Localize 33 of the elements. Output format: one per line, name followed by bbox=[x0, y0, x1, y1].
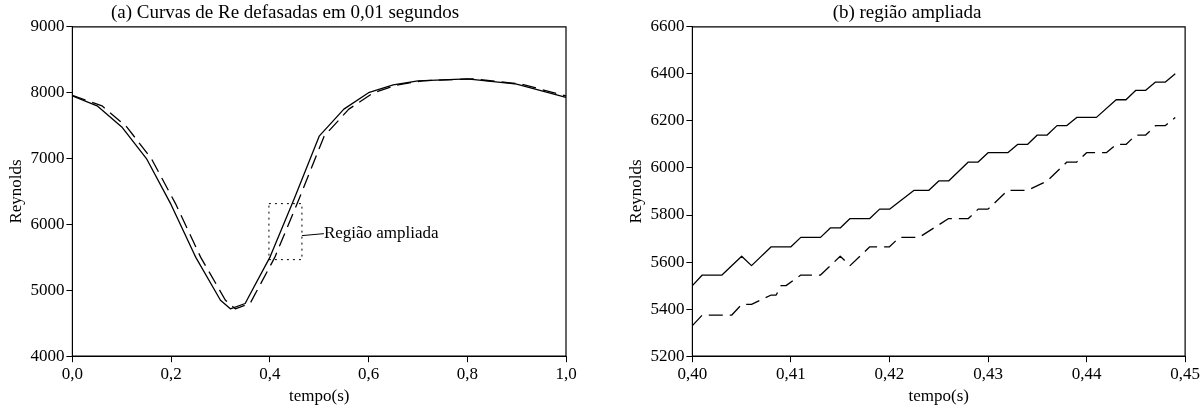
x-tick-label: 0,40 bbox=[677, 363, 708, 383]
chart-title: (a) Curvas de Re defasadas em 0,01 segundos bbox=[110, 1, 460, 24]
y-axis-title: Reynolds bbox=[5, 159, 25, 224]
chart-title: (b) região ampliada bbox=[832, 1, 982, 24]
y-tick-label: 5000 bbox=[30, 279, 65, 299]
y-tick-label: 6600 bbox=[650, 16, 685, 36]
y-tick-label: 5200 bbox=[650, 345, 685, 365]
y-tick-label: 7000 bbox=[30, 148, 65, 168]
y-axis-title: Reynolds bbox=[625, 159, 645, 224]
x-tick-label: 0,6 bbox=[357, 363, 380, 383]
y-tick-label: 9000 bbox=[30, 16, 65, 36]
x-tick-label: 0,2 bbox=[160, 363, 182, 383]
y-tick-label: 5400 bbox=[650, 298, 685, 318]
y-tick-label: 6000 bbox=[30, 213, 65, 233]
y-tick-label: 8000 bbox=[30, 82, 65, 102]
y-tick-label: 5800 bbox=[650, 204, 685, 224]
y-tick-label: 4000 bbox=[30, 345, 65, 365]
annotation: Região ampliada bbox=[323, 223, 440, 243]
x-tick-label: 0,41 bbox=[776, 363, 806, 383]
x-tick-label: 0,45 bbox=[1170, 363, 1200, 383]
x-tick-label: 0,42 bbox=[874, 363, 905, 383]
y-tick-label: 5600 bbox=[650, 251, 685, 271]
x-axis-title: tempo(s) bbox=[288, 386, 350, 406]
x-tick-label: 0,0 bbox=[61, 363, 84, 383]
y-tick-label: 6400 bbox=[650, 63, 685, 83]
x-axis-title: tempo(s) bbox=[908, 386, 969, 406]
x-tick-label: 0,8 bbox=[456, 363, 478, 383]
x-tick-label: 0,44 bbox=[1071, 363, 1102, 383]
x-tick-label: 0,43 bbox=[973, 363, 1003, 383]
y-tick-label: 6000 bbox=[650, 157, 685, 177]
x-tick-label: 1,0 bbox=[555, 363, 577, 383]
y-tick-label: 6200 bbox=[650, 110, 685, 130]
x-tick-label: 0,4 bbox=[259, 363, 281, 383]
